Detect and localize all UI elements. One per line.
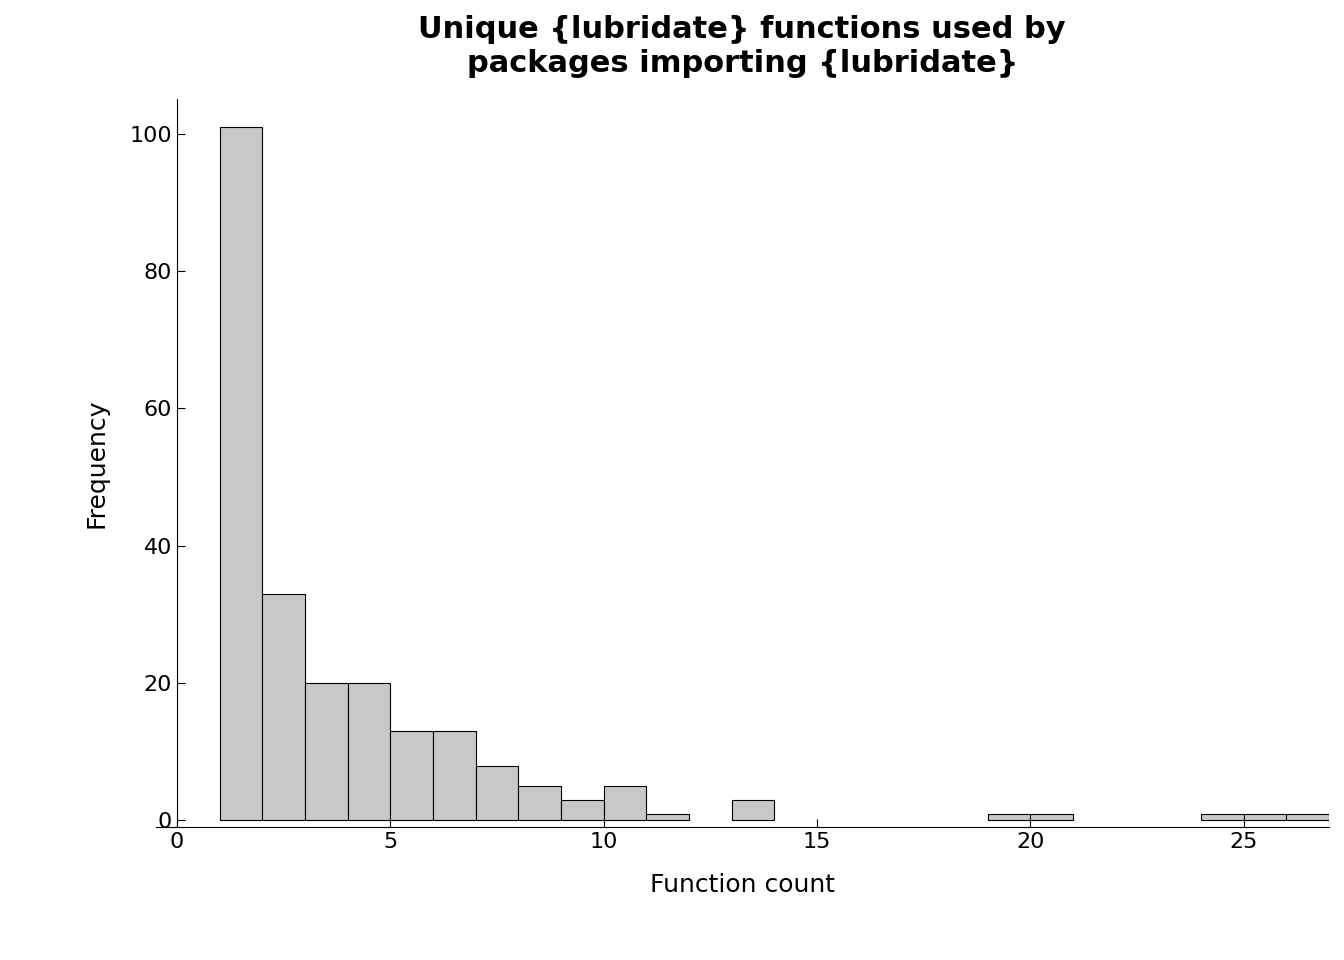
Bar [390,732,433,821]
Bar [646,813,689,821]
Bar [519,786,560,821]
Bar [262,594,305,821]
Bar [348,684,390,821]
Bar [305,684,348,821]
Bar [1202,813,1243,821]
Bar [988,813,1031,821]
Bar [603,786,646,821]
Bar [1243,813,1286,821]
X-axis label: Function count: Function count [649,873,835,897]
Bar [560,800,603,821]
Bar [433,732,476,821]
Title: Unique {lubridate} functions used by
packages importing {lubridate}: Unique {lubridate} functions used by pac… [418,15,1066,78]
Bar [476,765,519,821]
Bar [731,800,774,821]
Y-axis label: Frequency: Frequency [85,398,109,528]
Bar [219,127,262,821]
Bar [1286,813,1329,821]
Bar [1031,813,1073,821]
